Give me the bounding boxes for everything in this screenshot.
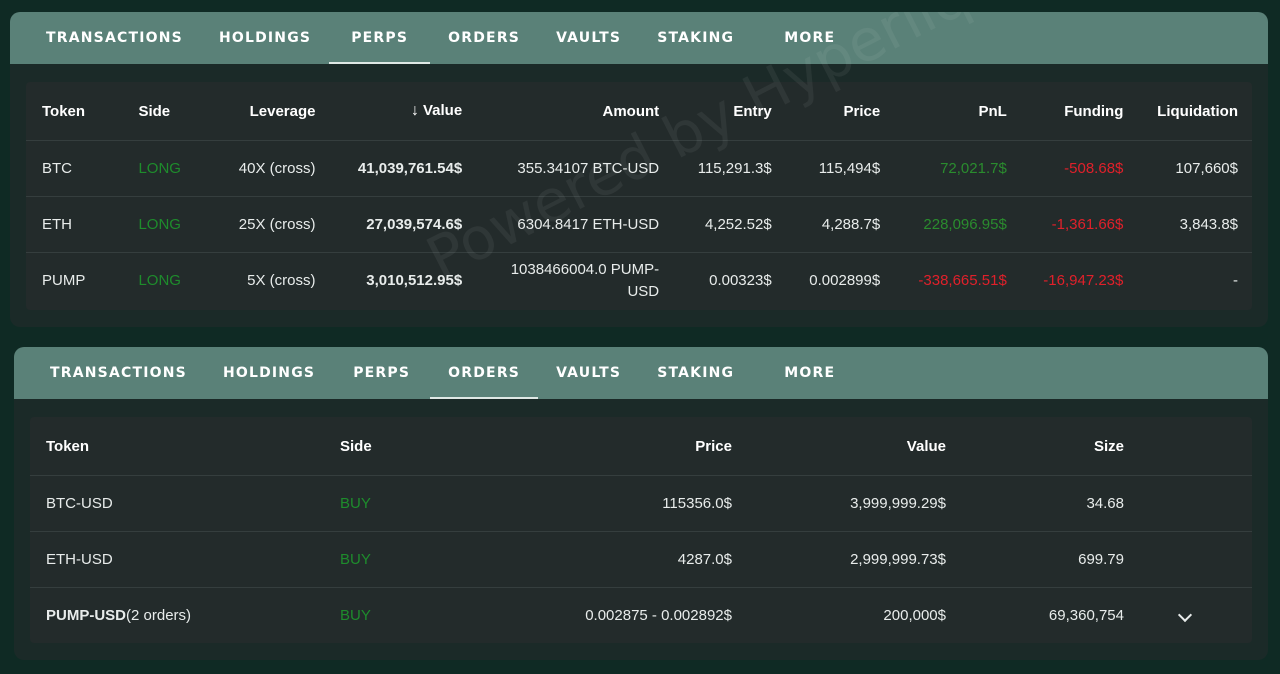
cell-entry: 4,252.52$ [675, 196, 788, 253]
header-size[interactable]: Size [962, 417, 1140, 476]
cell-value: 3,010,512.95$ [366, 271, 463, 289]
cell-value: 2,999,999.73$ [748, 531, 962, 588]
tab-orders[interactable]: ORDERS [430, 347, 539, 399]
header-side[interactable]: Side [122, 82, 203, 141]
cell-side: LONG [138, 271, 181, 289]
token-order-count: (2 orders) [126, 606, 192, 624]
cell-pnl: 228,096.95$ [896, 196, 1023, 253]
perps-tabbar: TRANSACTIONS HOLDINGS PERPS ORDERS VAULT… [10, 12, 1268, 64]
tab-orders[interactable]: ORDERS [448, 30, 521, 46]
cell-entry: 115,291.3$ [675, 140, 788, 197]
orders-tabbar: TRANSACTIONS HOLDINGS PERPS ORDERS VAULT… [14, 347, 1268, 399]
perps-panel: TRANSACTIONS HOLDINGS PERPS ORDERS VAULT… [10, 12, 1268, 327]
tab-holdings[interactable]: HOLDINGS [218, 30, 312, 46]
cell-funding: -16,947.23$ [1043, 271, 1124, 289]
cell-price: 115,494$ [787, 140, 897, 197]
tab-more[interactable]: MORE [784, 365, 836, 381]
header-leverage[interactable]: Leverage [202, 82, 332, 141]
token-name: PUMP-USD [46, 606, 127, 624]
cell-leverage: 25X (cross) [202, 196, 332, 253]
cell-token: BTC [26, 140, 123, 197]
table-row[interactable]: PUMP-USD(2 orders) BUY 0.002875 - 0.0028… [30, 588, 1252, 644]
tab-more[interactable]: MORE [784, 30, 836, 46]
header-expand [1140, 417, 1252, 476]
cell-value: 41,039,761.54$ [331, 140, 479, 197]
header-token[interactable]: Token [30, 417, 324, 476]
tab-perps[interactable]: PERPS [353, 365, 411, 381]
header-value[interactable]: ↓ Value [331, 82, 479, 141]
cell-pnl: -338,665.51$ [918, 271, 1007, 289]
cell-price: 4,288.7$ [787, 196, 897, 253]
header-pnl[interactable]: PnL [896, 82, 1023, 141]
cell-size: 69,360,754 [1048, 606, 1124, 624]
tab-perps[interactable]: PERPS [329, 12, 431, 64]
chevron-down-icon[interactable] [1177, 607, 1193, 622]
orders-panel: TRANSACTIONS HOLDINGS PERPS ORDERS VAULT… [14, 347, 1268, 660]
tab-vaults[interactable]: VAULTS [556, 30, 622, 46]
header-liquidation[interactable]: Liquidation [1139, 82, 1252, 141]
header-side[interactable]: Side [324, 417, 534, 476]
cell-leverage: 5X (cross) [247, 271, 316, 289]
cell-price: 115356.0$ [534, 475, 748, 532]
table-row[interactable]: BTC LONG 40X (cross) 41,039,761.54$ 355.… [26, 140, 1252, 197]
cell-funding: -508.68$ [1022, 140, 1140, 197]
cell-amount: 355.34107 BTC-USD [478, 140, 676, 197]
cell-funding: -1,361.66$ [1022, 196, 1140, 253]
expand-button[interactable] [1140, 588, 1252, 644]
orders-table-card: Token Side Price Value Size BTC-USD BUY … [30, 417, 1252, 643]
header-amount[interactable]: Amount [478, 82, 676, 141]
tab-staking[interactable]: STAKING [657, 30, 735, 46]
cell-side: LONG [122, 196, 203, 253]
cell-entry: 0.00323$ [709, 271, 772, 289]
cell-token: PUMP-USD(2 orders) [30, 588, 324, 644]
header-value[interactable]: Value [748, 417, 962, 476]
cell-leverage: 40X (cross) [202, 140, 332, 197]
cell-price: 0.002875 - 0.002892$ [585, 606, 732, 624]
tab-transactions[interactable]: TRANSACTIONS [50, 365, 187, 381]
cell-expand [1140, 475, 1252, 532]
cell-pnl: 72,021.7$ [896, 140, 1023, 197]
cell-size: 699.79 [962, 531, 1140, 588]
cell-liquidation: 3,843.8$ [1139, 196, 1252, 253]
table-row[interactable]: ETH-USD BUY 4287.0$ 2,999,999.73$ 699.79 [30, 531, 1252, 588]
table-row[interactable]: PUMP LONG 5X (cross) 3,010,512.95$ 10384… [26, 253, 1252, 309]
cell-expand [1140, 531, 1252, 588]
perps-table: Token Side Leverage ↓ Value Amount Entry … [26, 82, 1252, 308]
cell-price: 4287.0$ [534, 531, 748, 588]
cell-liquidation: - [1233, 271, 1238, 289]
perps-table-card: Powered by Hyperliquid Token Side Levera… [26, 12, 1252, 310]
cell-token: ETH [26, 196, 123, 253]
tab-staking[interactable]: STAKING [657, 365, 735, 381]
tab-transactions[interactable]: TRANSACTIONS [46, 30, 183, 46]
cell-token: ETH-USD [30, 531, 324, 588]
cell-value: 27,039,574.6$ [331, 196, 479, 253]
cell-side: LONG [122, 140, 203, 197]
cell-amount: 1038466004.0 PUMP-USD [510, 260, 660, 300]
header-funding[interactable]: Funding [1022, 82, 1140, 141]
cell-size: 34.68 [962, 475, 1140, 532]
table-row[interactable]: ETH LONG 25X (cross) 27,039,574.6$ 6304.… [26, 196, 1252, 253]
cell-value: 200,000$ [883, 606, 946, 624]
header-entry[interactable]: Entry [675, 82, 788, 141]
cell-side: BUY [324, 531, 534, 588]
tab-vaults[interactable]: VAULTS [556, 365, 622, 381]
header-price[interactable]: Price [534, 417, 748, 476]
cell-token: BTC-USD [30, 475, 324, 532]
cell-price: 0.002899$ [809, 271, 881, 289]
cell-liquidation: 107,660$ [1139, 140, 1252, 197]
cell-token: PUMP [42, 271, 86, 289]
orders-table: Token Side Price Value Size BTC-USD BUY … [30, 417, 1252, 643]
perps-header-row: Token Side Leverage ↓ Value Amount Entry … [26, 82, 1252, 141]
table-row[interactable]: BTC-USD BUY 115356.0$ 3,999,999.29$ 34.6… [30, 475, 1252, 532]
cell-side: BUY [324, 475, 534, 532]
header-price[interactable]: Price [787, 82, 897, 141]
cell-side: BUY [340, 606, 371, 624]
header-token[interactable]: Token [26, 82, 123, 141]
arrow-down-icon: ↓ [410, 102, 419, 119]
orders-header-row: Token Side Price Value Size [30, 417, 1252, 476]
header-value-label: Value [422, 102, 463, 119]
cell-value: 3,999,999.29$ [748, 475, 962, 532]
tab-holdings[interactable]: HOLDINGS [222, 365, 316, 381]
cell-amount: 6304.8417 ETH-USD [478, 196, 676, 253]
